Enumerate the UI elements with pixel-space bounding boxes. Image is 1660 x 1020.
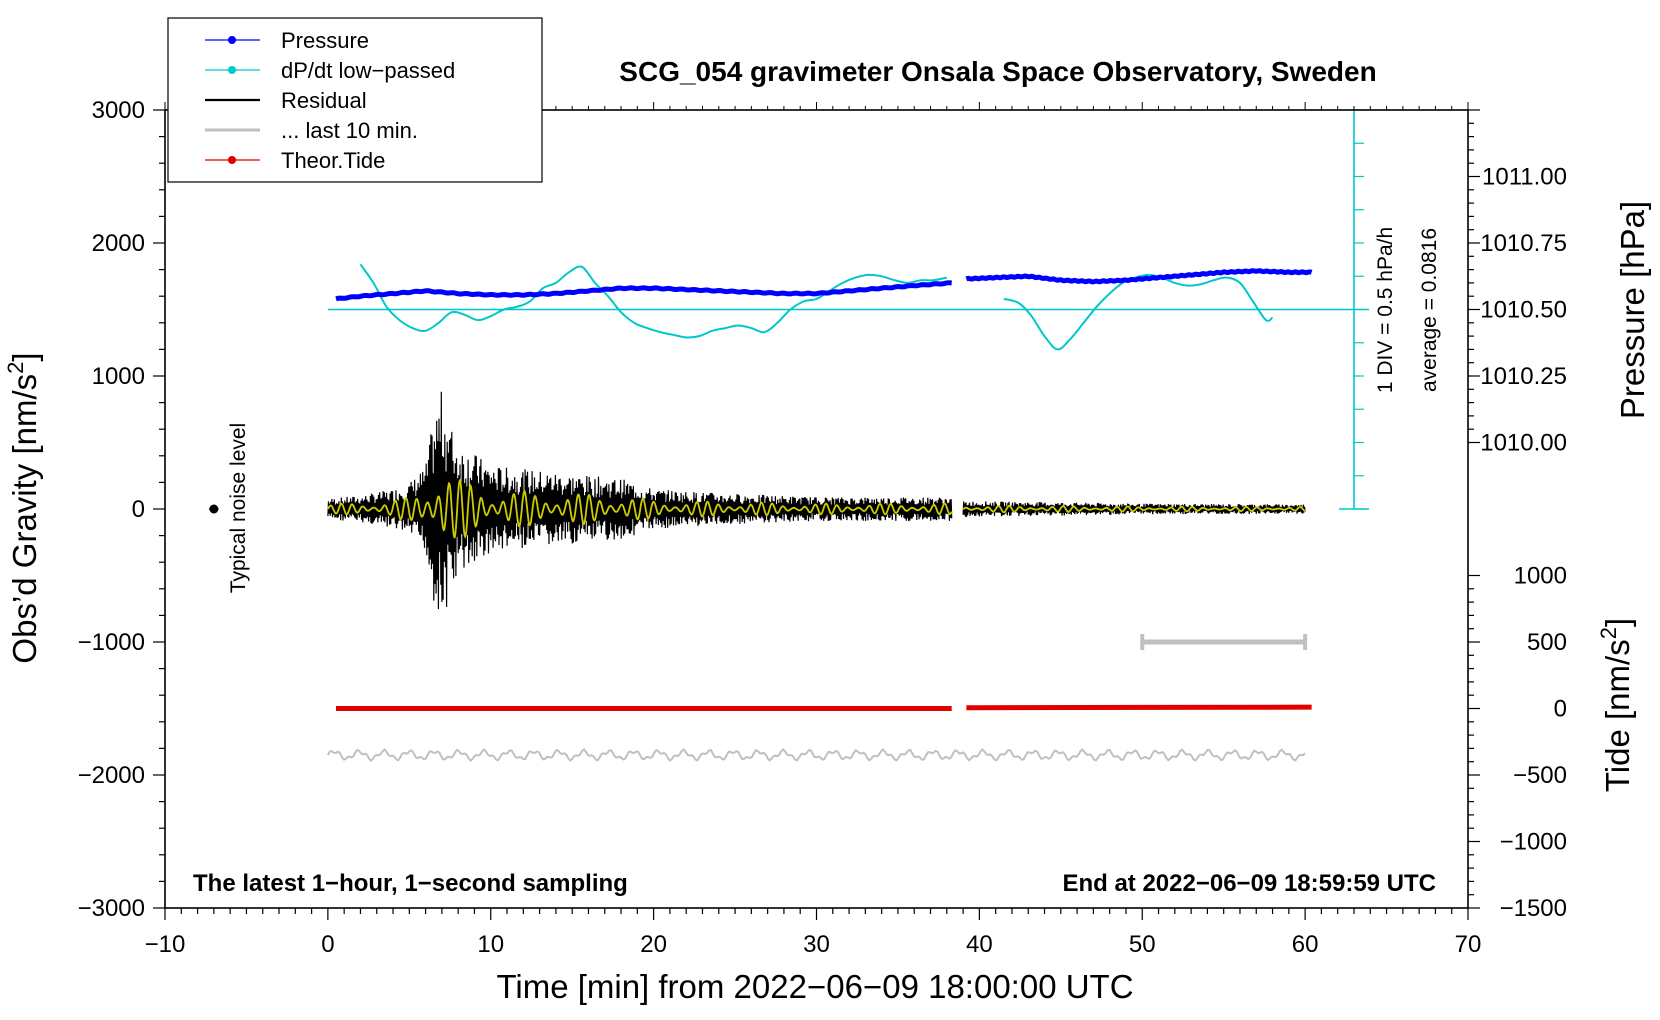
residual-line [327,391,953,610]
y-tick-label-left: −1000 [78,629,145,656]
x-tick-label: −10 [145,931,186,958]
pressure-line [335,280,953,302]
last10-trace [327,748,1306,762]
legend-entry-last10: ... last 10 min. [205,118,418,143]
x-tick-label: 60 [1292,931,1319,958]
series-layer [208,109,1369,762]
svg-text:Theor.Tide: Theor.Tide [281,148,385,173]
legend-entry-residual: Residual [205,88,367,113]
pressure-line [965,268,1313,285]
bottom-left-note: The latest 1−hour, 1−second sampling [193,870,628,897]
svg-text:Residual: Residual [281,88,367,113]
y-axis-label-left: Obs’d Gravity [nm/s2] [3,352,43,663]
y-tick-label-left: 2000 [92,230,145,257]
legend-entry-pressure: Pressure [205,28,369,53]
svg-text:... last 10 min.: ... last 10 min. [281,118,418,143]
x-tick-label: 30 [803,931,830,958]
y-tick-label-left: 1000 [92,363,145,390]
y-tick-label-left: 0 [132,496,145,523]
x-tick-label: 20 [640,931,667,958]
pressure-tick-label: 1010.00 [1480,430,1567,457]
pressure-tick-label: 1011.00 [1482,164,1567,191]
legend-entry-tide: Theor.Tide [205,148,385,173]
residual-line [962,501,1306,517]
dpdt-average-label: average = 0.0816 [1418,228,1441,392]
x-tick-label: 70 [1455,931,1482,958]
tide-tick-label: −1000 [1500,829,1567,856]
legend: Pressure dP/dt low−passed Residual ... l… [167,17,543,183]
y-axis-label-tide: Tide [nm/s2] [1596,618,1636,792]
y-tick-label-left: −3000 [78,895,145,922]
x-axis-label: Time [min] from 2022−06−09 18:00:00 UTC [496,968,1133,1005]
y-tick-label-left: 3000 [92,97,145,124]
x-tick-label: 40 [966,931,993,958]
tide-tick-label: 500 [1527,629,1567,656]
typical-noise-label: Typical noise level [227,423,250,593]
residual-lowpass-line [962,504,1306,514]
legend-entry-dpdt: dP/dt low−passed [205,58,455,83]
tide-tick-label: 1000 [1514,563,1567,590]
typical-noise-point [209,504,219,514]
tide-tick-label: 0 [1554,696,1567,723]
pressure-tick-label: 1010.75 [1480,230,1567,257]
bottom-right-note: End at 2022−06−09 18:59:59 UTC [1062,870,1436,897]
dpdt-line [359,263,947,339]
tide-tick-label: −1500 [1500,895,1567,922]
svg-text:dP/dt low−passed: dP/dt low−passed [281,58,455,83]
tide-line [966,704,1312,711]
y-axis-label-pressure: Pressure [hPa] [1614,201,1651,419]
pressure-tick-label: 1010.50 [1480,297,1567,324]
svg-text:Pressure: Pressure [281,28,369,53]
dpdt-div-label: 1 DIV = 0.5 hPa/h [1374,227,1397,393]
x-tick-label: 0 [321,931,334,958]
x-tick-label: 10 [477,931,504,958]
y-tick-label-left: −2000 [78,762,145,789]
tide-tick-label: −500 [1513,762,1567,789]
dpdt-line [1003,273,1274,351]
pressure-tick-label: 1010.25 [1480,363,1567,390]
x-tick-label: 50 [1129,931,1156,958]
tick-layer: −10 0 10 20 30 40 50 60 70 3000 2000 1000 0 −1000 −200… [78,97,1567,958]
residual-lowpass-line [327,478,953,540]
chart-title: SCG_054 gravimeter Onsala Space Observat… [619,56,1376,87]
